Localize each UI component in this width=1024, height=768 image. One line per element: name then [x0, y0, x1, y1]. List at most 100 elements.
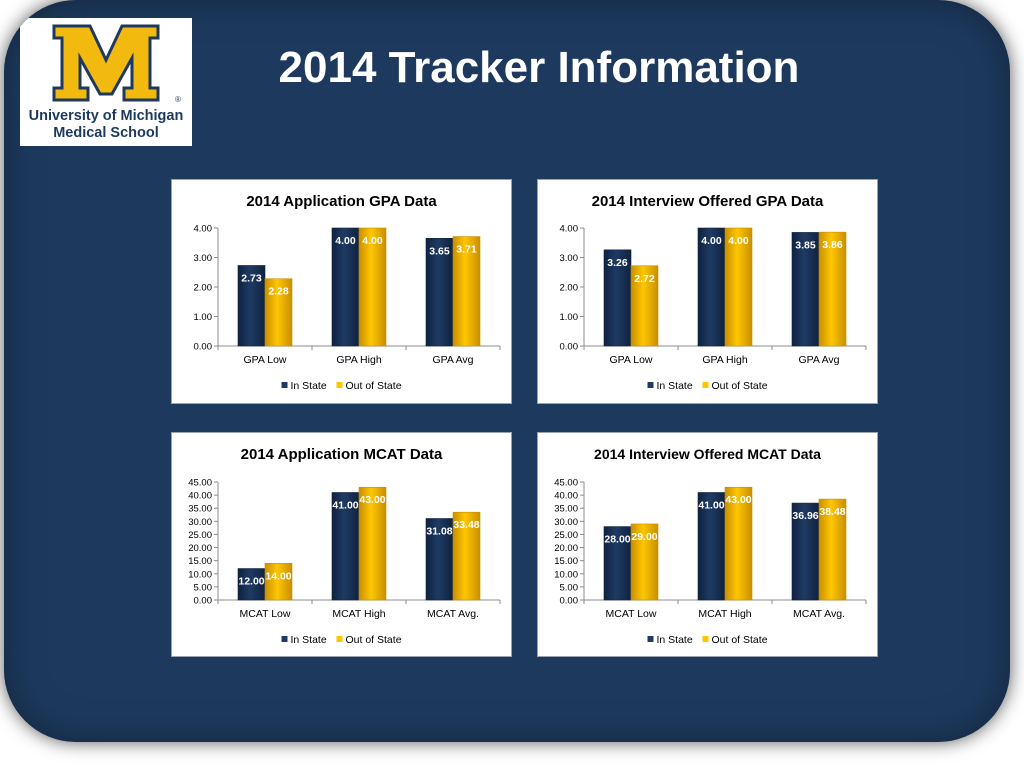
- y-tick-label: 25.00: [188, 530, 212, 541]
- x-tick-label: MCAT Low: [606, 608, 657, 620]
- bar-in-state: [425, 518, 454, 601]
- legend-swatch-out-of-state: [702, 382, 709, 388]
- y-tick-label: 30.00: [188, 517, 212, 528]
- bar-out-of-state: [358, 227, 387, 347]
- x-tick-label: MCAT Avg.: [793, 608, 845, 620]
- bar-out-of-state: [452, 236, 481, 347]
- legend-swatch-in-state: [647, 636, 654, 642]
- data-label: 29.00: [631, 531, 657, 543]
- legend-label-out-of-state: Out of State: [712, 380, 768, 392]
- data-label: 43.00: [725, 494, 751, 506]
- block-m-icon: [52, 24, 160, 102]
- chart-interview-mcat: 2014 Interview Offered MCAT Data 0.00 5.00…: [554, 446, 867, 646]
- legend-label-out-of-state: Out of State: [712, 634, 768, 646]
- chart-application-gpa: 2014 Application GPA Data 0.00 1.00 2.00 3.0…: [194, 193, 501, 392]
- y-tick-label: 35.00: [554, 504, 578, 515]
- data-label: 14.00: [265, 570, 291, 582]
- data-label: 4.00: [701, 235, 722, 247]
- y-tick-label: 45.00: [188, 478, 212, 489]
- data-label: 2.28: [268, 286, 289, 298]
- data-label: 36.96: [792, 510, 818, 522]
- y-tick-label: 0.00: [194, 342, 213, 353]
- chart-panel-interview-mcat: 2014 Interview Offered MCAT Data 0.00 5.00…: [537, 432, 878, 657]
- bar-in-state: [425, 238, 454, 347]
- chart-title: 2014 Application MCAT Data: [241, 446, 443, 463]
- x-tick-label: MCAT High: [698, 608, 751, 620]
- bar-out-of-state: [724, 486, 753, 601]
- legend-swatch-out-of-state: [336, 382, 343, 388]
- chart-panel-application-gpa: 2014 Application GPA Data 0.00 1.00 2.00 3.0…: [171, 179, 512, 404]
- bar-out-of-state: [452, 511, 481, 601]
- y-tick-label: 35.00: [188, 504, 212, 515]
- y-tick-label: 10.00: [554, 569, 578, 580]
- legend-label-in-state: In State: [291, 380, 327, 392]
- x-tick-label: GPA Avg: [432, 354, 473, 366]
- y-tick-label: 5.00: [560, 582, 579, 593]
- data-label: 31.08: [426, 526, 452, 538]
- y-tick-label: 1.00: [194, 312, 213, 323]
- bar-out-of-state: [724, 227, 753, 347]
- bar-in-state: [237, 265, 266, 347]
- page-title: 2014 Tracker Information: [278, 43, 800, 92]
- y-tick-label: 20.00: [188, 543, 212, 554]
- data-label: 41.00: [698, 499, 724, 511]
- data-label: 2.73: [241, 272, 262, 284]
- y-tick-label: 5.00: [194, 582, 213, 593]
- x-tick-label: GPA Avg: [798, 354, 839, 366]
- y-tick-label: 15.00: [188, 556, 212, 567]
- data-label: 12.00: [238, 576, 264, 588]
- y-tick-label: 4.00: [194, 224, 213, 235]
- x-tick-label: MCAT High: [332, 608, 385, 620]
- data-label: 4.00: [362, 235, 383, 247]
- data-label: 4.00: [335, 235, 356, 247]
- chart-panel-interview-gpa: 2014 Interview Offered GPA Data 0.00 1.00 2…: [537, 179, 878, 404]
- data-label: 28.00: [604, 534, 630, 546]
- data-label: 3.86: [822, 239, 843, 251]
- chart-interview-gpa: 2014 Interview Offered GPA Data 0.00 1.00 2…: [560, 193, 867, 392]
- legend-swatch-out-of-state: [702, 636, 709, 642]
- bar-out-of-state: [264, 278, 293, 347]
- y-tick-label: 30.00: [554, 517, 578, 528]
- bar-out-of-state: [264, 562, 293, 601]
- data-label: 38.48: [819, 506, 845, 518]
- data-label: 3.71: [456, 244, 477, 256]
- x-tick-label: MCAT Low: [240, 608, 291, 620]
- chart-panel-application-mcat: 2014 Application MCAT Data 0.00 5.00 10.00 1…: [171, 432, 512, 657]
- data-label: 41.00: [332, 499, 358, 511]
- y-tick-label: 1.00: [560, 312, 579, 323]
- x-tick-label: GPA High: [702, 354, 747, 366]
- logo-school-name: Medical School: [53, 125, 159, 141]
- y-tick-label: 2.00: [560, 283, 579, 294]
- x-tick-label: GPA Low: [244, 354, 287, 366]
- university-logo: ® University of Michigan Medical School: [20, 18, 192, 146]
- bar-out-of-state: [818, 498, 847, 601]
- bar-in-state: [791, 502, 820, 601]
- data-label: 3.26: [607, 257, 628, 269]
- legend-swatch-in-state: [647, 382, 654, 388]
- chart-application-mcat: 2014 Application MCAT Data 0.00 5.00 10.00 1…: [188, 446, 501, 646]
- legend-swatch-out-of-state: [336, 636, 343, 642]
- bar-out-of-state: [630, 523, 659, 601]
- legend-swatch-in-state: [281, 636, 288, 642]
- bar-in-state: [697, 492, 726, 601]
- y-tick-label: 20.00: [554, 543, 578, 554]
- y-tick-label: 15.00: [554, 556, 578, 567]
- y-tick-label: 0.00: [560, 596, 579, 607]
- y-tick-label: 4.00: [560, 224, 579, 235]
- bar-out-of-state: [358, 486, 387, 601]
- bar-in-state: [331, 492, 360, 601]
- data-label: 43.00: [359, 494, 385, 506]
- chart-title: 2014 Interview Offered GPA Data: [592, 193, 824, 210]
- bar-out-of-state: [818, 231, 847, 347]
- legend-label-in-state: In State: [291, 634, 327, 646]
- registered-mark: ®: [175, 95, 181, 104]
- y-tick-label: 3.00: [560, 253, 579, 264]
- y-tick-label: 10.00: [188, 569, 212, 580]
- y-tick-label: 3.00: [194, 253, 213, 264]
- data-label: 3.65: [429, 245, 450, 257]
- legend-label-in-state: In State: [657, 634, 693, 646]
- bar-out-of-state: [630, 265, 659, 347]
- bar-in-state: [237, 568, 266, 601]
- data-label: 3.85: [795, 239, 816, 251]
- y-tick-label: 0.00: [560, 342, 579, 353]
